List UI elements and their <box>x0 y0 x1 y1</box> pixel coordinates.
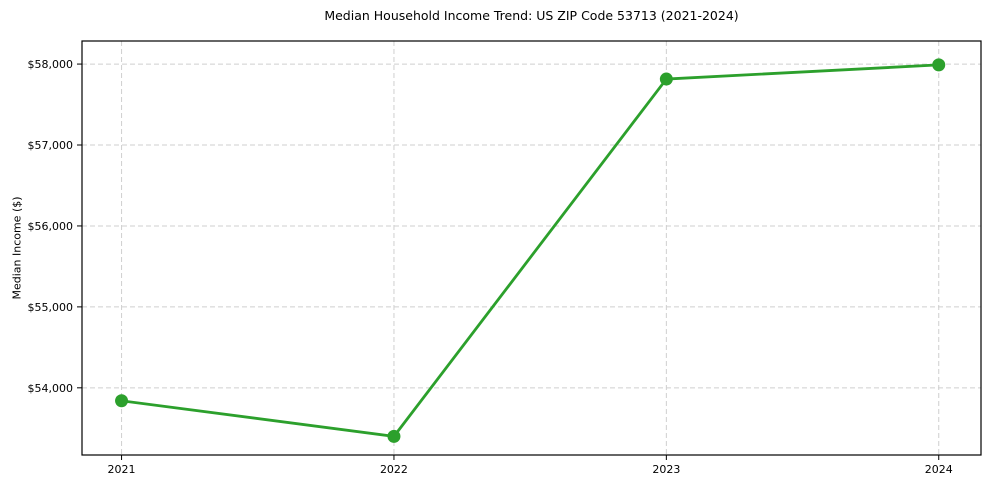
y-tick-label: $56,000 <box>28 220 74 233</box>
income-trend-line <box>120 63 941 438</box>
plot-border <box>81 40 982 456</box>
y-axis-title: Median Income ($) <box>10 196 24 300</box>
y-tick-label: $54,000 <box>28 382 74 395</box>
x-tick-label: 2021 <box>108 463 136 476</box>
y-tick-label: $57,000 <box>28 139 74 152</box>
data-point-2024 <box>932 58 946 72</box>
chart-title: Median Household Income Trend: US ZIP Co… <box>324 8 739 23</box>
data-point-2022 <box>387 429 401 443</box>
x-tick-label: 2023 <box>652 463 680 476</box>
x-tick-label: 2024 <box>925 463 953 476</box>
data-point-2023 <box>659 72 673 86</box>
y-tick-label: $55,000 <box>28 301 74 314</box>
y-tick-label: $58,000 <box>28 58 74 71</box>
data-point-2021 <box>115 394 129 408</box>
x-tick-label: 2022 <box>380 463 408 476</box>
